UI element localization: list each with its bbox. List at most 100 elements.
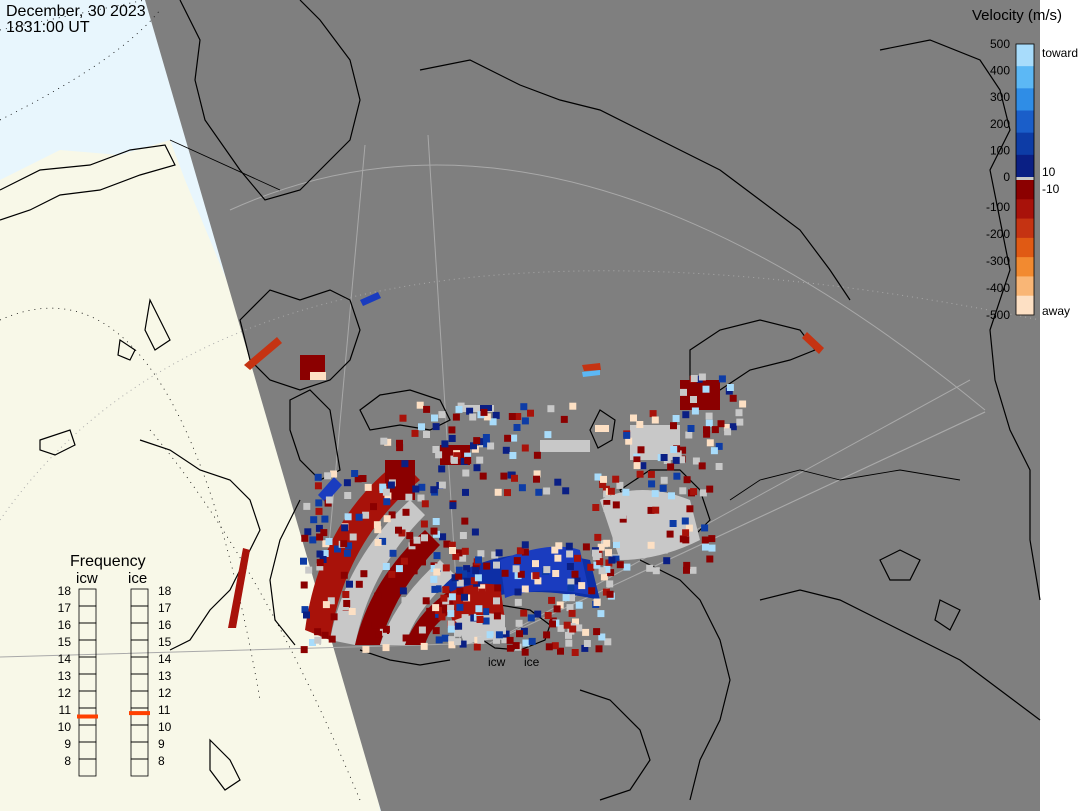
backscatter-cell — [459, 640, 467, 648]
ground-scatter-swatch — [1016, 177, 1034, 180]
velocity-streak — [228, 548, 250, 628]
backscatter-cell — [473, 643, 481, 651]
backscatter-cell — [440, 594, 448, 602]
backscatter-cell — [687, 425, 695, 432]
backscatter-cell — [623, 431, 631, 439]
backscatter-cell — [463, 565, 471, 573]
backscatter-cell — [683, 561, 691, 569]
radar-site-label: ice — [524, 655, 540, 669]
backscatter-cell — [405, 493, 413, 501]
backscatter-cell — [666, 530, 674, 538]
frequency-scale-label: 18 — [158, 584, 172, 598]
backscatter-cell — [379, 537, 387, 545]
backscatter-cell — [600, 475, 607, 483]
backscatter-cell — [477, 629, 484, 636]
colorbar-tick-label: 100 — [990, 143, 1010, 157]
backscatter-cell — [469, 413, 477, 421]
backscatter-cell — [535, 488, 543, 496]
frequency-marker — [77, 714, 98, 719]
frequency-scale-label: 11 — [158, 703, 171, 717]
backscatter-cell — [480, 408, 488, 416]
backscatter-cell — [534, 610, 542, 618]
backscatter-cell — [622, 488, 630, 496]
backscatter-cell — [483, 440, 491, 448]
velocity-streak — [595, 425, 609, 432]
backscatter-cell — [470, 577, 478, 585]
colorbar-tick-label: 400 — [990, 64, 1010, 78]
frequency-scale-label: 13 — [158, 669, 172, 683]
backscatter-cell — [451, 574, 459, 582]
backscatter-cell — [633, 456, 641, 464]
backscatter-cell — [660, 476, 668, 484]
day-land — [0, 140, 380, 811]
frequency-scale-label: 8 — [64, 754, 71, 768]
backscatter-cell — [690, 375, 698, 382]
backscatter-cell — [527, 614, 535, 622]
backscatter-cell — [602, 588, 610, 596]
backscatter-cell — [443, 540, 451, 548]
backscatter-cell — [578, 582, 586, 590]
backscatter-cell — [560, 415, 568, 423]
backscatter-cell — [606, 590, 614, 598]
backscatter-cell — [495, 549, 503, 557]
backscatter-cell — [534, 577, 542, 585]
backscatter-cell — [340, 540, 348, 548]
backscatter-cell — [348, 608, 356, 615]
backscatter-cell — [349, 533, 357, 541]
backscatter-cell — [401, 460, 409, 468]
backscatter-cell — [513, 557, 521, 565]
backscatter-cell — [344, 492, 352, 499]
backscatter-cell — [421, 500, 429, 508]
backscatter-cell — [533, 451, 541, 459]
backscatter-cell — [652, 506, 660, 514]
backscatter-cell — [455, 405, 463, 413]
colorbar-tick-label: 200 — [990, 117, 1010, 131]
backscatter-cell — [334, 545, 341, 553]
backscatter-cell — [702, 543, 709, 551]
backscatter-cell — [604, 638, 612, 646]
frequency-scale-label: 10 — [58, 720, 72, 734]
backscatter-cell — [430, 486, 438, 494]
backscatter-cell — [509, 452, 517, 459]
backscatter-cell — [418, 483, 426, 491]
backscatter-cell — [463, 577, 471, 585]
backscatter-cell — [473, 437, 481, 445]
backscatter-cell — [612, 475, 620, 483]
frequency-panel: Frequency icw ice 1817161514131211109818… — [58, 553, 172, 777]
backscatter-cell — [648, 480, 656, 488]
frequency-scale-label: 9 — [64, 737, 71, 751]
frequency-scale-label: 9 — [158, 737, 165, 751]
backscatter-cell — [717, 420, 725, 428]
backscatter-cell — [486, 631, 494, 639]
backscatter-cell — [359, 475, 367, 482]
backscatter-cell — [448, 426, 456, 434]
backscatter-cell — [447, 604, 455, 612]
scatter-cells — [300, 373, 747, 656]
backscatter-cell — [466, 407, 474, 415]
backscatter-cell — [607, 487, 615, 495]
backscatter-cell — [736, 418, 744, 426]
backscatter-cell — [605, 549, 612, 557]
backscatter-cell — [553, 605, 561, 613]
backscatter-cell — [678, 456, 685, 464]
backscatter-cell — [430, 575, 438, 583]
backscatter-cell — [470, 442, 477, 450]
backscatter-cell — [522, 639, 530, 647]
velocity-legend: Velocity (m/s) 500 400 300 200 100 0 -100 -200 -… — [972, 7, 1078, 322]
backscatter-cell — [708, 544, 716, 552]
backscatter-cell — [557, 647, 564, 655]
frequency-scale-label: 16 — [158, 618, 172, 632]
backscatter-cell — [606, 580, 614, 588]
backscatter-cell — [562, 594, 570, 602]
backscatter-cell — [379, 483, 387, 491]
backscatter-cell — [690, 488, 698, 496]
backscatter-cell — [423, 405, 431, 413]
colorbar-tick-label: -100 — [986, 200, 1010, 214]
backscatter-cell — [477, 438, 485, 446]
backscatter-cell — [456, 587, 464, 595]
backscatter-cell — [321, 550, 329, 557]
backscatter-cell — [625, 437, 633, 445]
backscatter-cell — [449, 502, 457, 510]
backscatter-cell — [649, 436, 657, 444]
